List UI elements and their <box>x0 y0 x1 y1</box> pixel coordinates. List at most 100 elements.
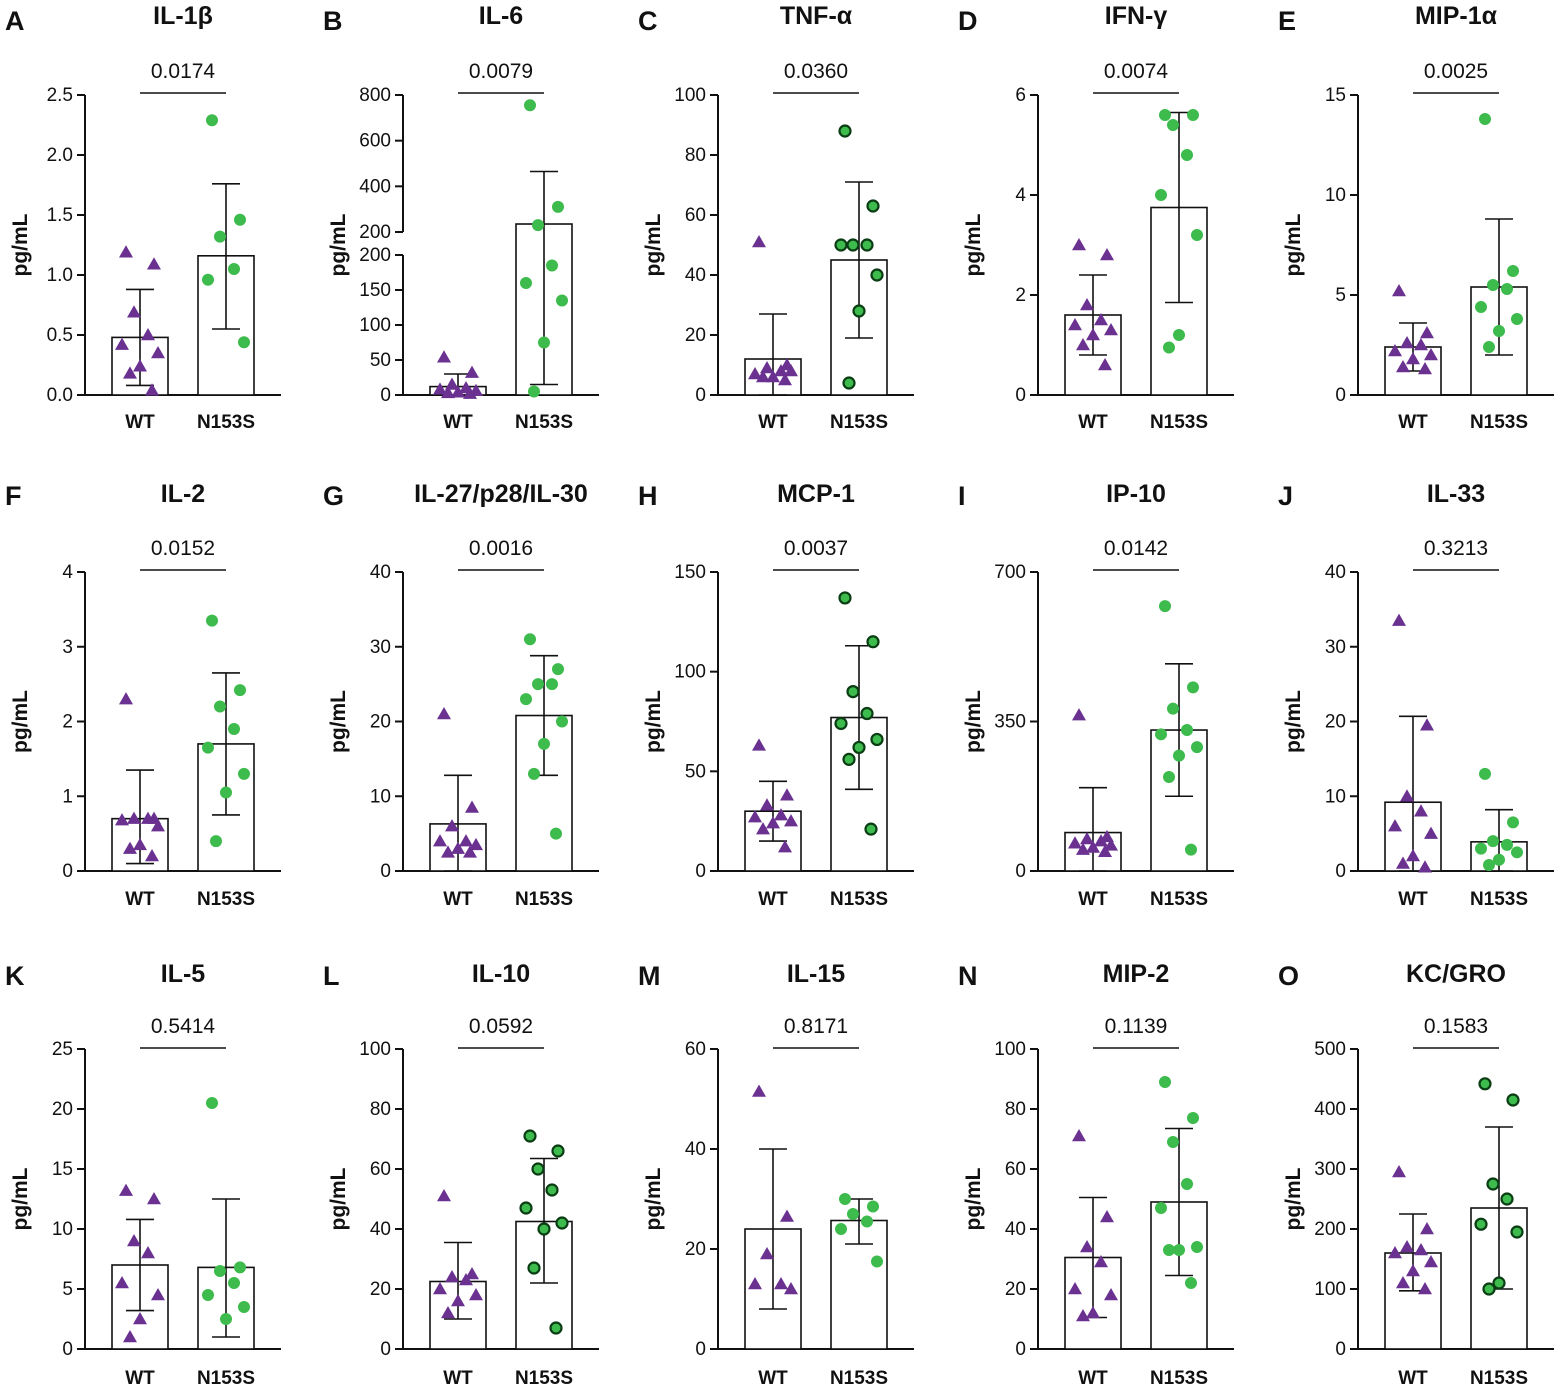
data-point-n153s <box>1187 1112 1199 1124</box>
data-point-wt <box>774 1277 788 1290</box>
data-point-n153s <box>1483 859 1495 872</box>
data-point-wt <box>463 845 477 858</box>
y-tick-label: 0 <box>1015 861 1026 882</box>
data-point-wt <box>1098 844 1112 858</box>
x-tick-label: WT <box>1398 889 1428 910</box>
chart-title: IP-10 <box>1106 480 1166 508</box>
data-point-wt <box>119 692 133 705</box>
data-point-n153s <box>220 1313 232 1325</box>
y-tick-label: 20 <box>52 1099 73 1120</box>
data-point-n153s <box>1510 1225 1524 1239</box>
y-tick-label: 50 <box>370 350 391 371</box>
data-point-n153s <box>852 740 866 755</box>
panel-letter: J <box>1278 481 1293 511</box>
data-point-n153s <box>1191 741 1203 754</box>
panel-letter: L <box>323 961 340 991</box>
y-tick-label: 40 <box>370 1219 391 1240</box>
panel-letter: I <box>958 481 966 511</box>
data-point-n153s <box>1159 600 1171 613</box>
data-point-wt <box>127 305 141 318</box>
data-point-n153s <box>839 1193 851 1205</box>
data-point-wt <box>1418 362 1432 375</box>
x-tick-label: WT <box>443 1368 473 1389</box>
data-point-wt <box>1414 804 1428 817</box>
x-tick-label: WT <box>1078 412 1108 433</box>
data-point-n153s <box>206 614 218 627</box>
chart-title: TNF-α <box>780 2 853 30</box>
y-tick-label: 20 <box>1325 712 1346 733</box>
x-tick-label: N153S <box>830 1368 888 1389</box>
y-tick-label: 0 <box>380 861 391 882</box>
data-point-n153s <box>860 706 874 721</box>
data-point-n153s <box>1173 329 1185 341</box>
x-tick-label: N153S <box>1470 1368 1528 1389</box>
p-value: 0.3213 <box>1424 537 1488 560</box>
data-point-wt <box>151 346 165 359</box>
x-tick-label: N153S <box>1150 889 1208 910</box>
p-value: 0.0592 <box>469 1015 533 1038</box>
y-tick-label: 0 <box>695 861 706 882</box>
data-point-wt <box>123 841 137 854</box>
data-point-wt <box>451 1294 465 1307</box>
y-axis-label: pg/mL <box>1282 213 1305 276</box>
data-point-wt <box>1392 1165 1406 1178</box>
data-point-n153s <box>537 1222 551 1236</box>
data-point-n153s <box>1482 1282 1496 1296</box>
data-point-wt <box>1068 1282 1082 1295</box>
x-tick-label: N153S <box>197 412 255 433</box>
p-value: 0.0074 <box>1104 60 1169 83</box>
data-point-wt <box>147 257 161 270</box>
data-point-wt <box>1100 1210 1114 1223</box>
data-point-n153s <box>864 822 878 836</box>
data-point-n153s <box>1478 1077 1492 1091</box>
data-point-n153s <box>1181 1178 1193 1190</box>
y-tick-label: 80 <box>370 1099 391 1120</box>
data-point-n153s <box>1163 341 1175 354</box>
data-point-n153s <box>1191 1241 1203 1253</box>
p-value: 0.0152 <box>151 537 215 560</box>
data-point-wt <box>1420 326 1434 339</box>
data-point-n153s <box>1155 728 1167 741</box>
data-point-n153s <box>871 1255 883 1268</box>
y-axis-label: pg/mL <box>327 213 350 276</box>
data-point-wt <box>1086 328 1100 341</box>
p-value: 0.0016 <box>469 537 533 560</box>
data-point-n153s <box>238 1301 250 1313</box>
data-point-n153s <box>520 693 532 706</box>
data-point-wt <box>127 811 141 824</box>
y-tick-label: 1.0 <box>47 265 73 286</box>
x-tick-label: WT <box>125 889 155 910</box>
data-point-n153s <box>234 684 246 697</box>
data-point-n153s <box>528 385 540 398</box>
x-tick-label: N153S <box>197 889 255 910</box>
data-point-wt <box>1100 248 1114 261</box>
data-point-wt <box>151 1288 165 1301</box>
data-point-wt <box>1418 1282 1432 1295</box>
data-point-wt <box>778 840 792 853</box>
y-tick-label: 0 <box>1335 861 1346 882</box>
chart-title: IL-2 <box>161 480 205 508</box>
data-point-wt <box>1414 338 1428 351</box>
y-axis-label: pg/mL <box>9 690 32 753</box>
y-tick-label: 4 <box>62 562 73 583</box>
data-point-wt <box>115 1276 129 1289</box>
data-point-n153s <box>842 752 856 766</box>
y-tick-label: 0 <box>62 861 73 882</box>
data-point-wt <box>145 849 159 862</box>
data-point-n153s <box>1155 189 1167 201</box>
data-point-wt <box>780 1209 794 1222</box>
data-point-wt <box>445 819 459 832</box>
data-point-wt <box>766 370 780 383</box>
y-tick-label: 40 <box>685 265 706 286</box>
data-point-n153s <box>1167 702 1179 715</box>
data-point-n153s <box>523 1129 537 1143</box>
data-point-n153s <box>1493 853 1505 866</box>
data-point-n153s <box>866 199 880 213</box>
data-point-wt <box>784 1282 798 1295</box>
data-point-wt <box>433 1282 447 1295</box>
data-point-n153s <box>1173 749 1185 762</box>
data-point-wt <box>1400 1240 1414 1253</box>
chart-title: IL-33 <box>1427 480 1485 508</box>
y-tick-label: 350 <box>994 712 1026 733</box>
